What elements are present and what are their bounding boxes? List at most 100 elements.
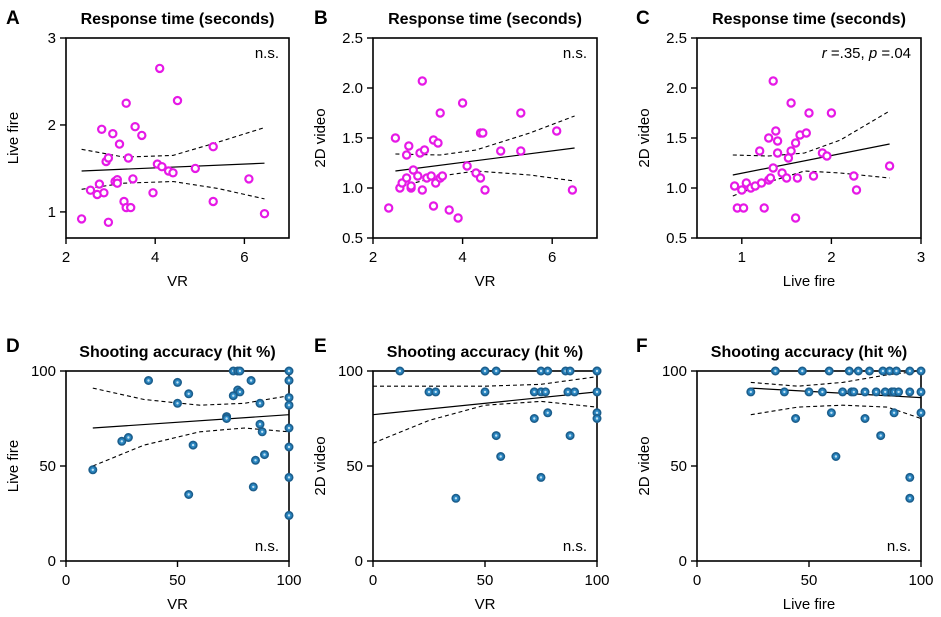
data-point — [462, 161, 472, 171]
x-tick-label: 0 — [62, 572, 70, 589]
x-tick-label: 2 — [369, 249, 377, 266]
data-point — [737, 185, 747, 195]
panel-letter: C — [636, 8, 650, 29]
x-tick-label: 1 — [738, 249, 746, 266]
data-point-highlight — [794, 417, 797, 420]
x-tick-label: 2 — [62, 249, 70, 266]
data-point — [444, 205, 454, 215]
data-point-highlight — [544, 390, 547, 394]
data-point-highlight — [879, 434, 882, 437]
data-point — [801, 128, 812, 138]
data-point-highlight — [176, 402, 179, 405]
data-point-highlight — [120, 440, 124, 443]
data-point-highlight — [261, 430, 264, 433]
significance-annotation: n.s. — [563, 45, 587, 62]
data-point — [413, 171, 423, 181]
x-axis-label: VR — [475, 596, 496, 613]
plot-frame — [65, 37, 290, 239]
x-axis-label: VR — [167, 273, 188, 290]
data-point — [755, 146, 765, 156]
data-point — [759, 203, 769, 213]
data-point — [428, 201, 439, 211]
data-point-highlight — [919, 411, 923, 414]
panel-e: E Shooting accuracy (hit %) 0 50 100 0 50 100 VR… — [312, 336, 610, 613]
data-point-highlight — [919, 390, 923, 394]
y-tick-label: 1.0 — [342, 180, 363, 197]
data-point — [99, 188, 109, 198]
y-tick-label: 0.5 — [342, 230, 363, 247]
data-point — [822, 151, 832, 161]
data-point — [96, 124, 107, 135]
panel-d: D Shooting accuracy (hit %) 0 50 100 0 50 100 VR… — [5, 336, 302, 613]
x-tick-label: 4 — [458, 249, 466, 266]
data-point-highlight — [852, 390, 855, 394]
data-point-highlight — [807, 390, 811, 394]
data-point — [208, 141, 218, 152]
data-point — [790, 138, 801, 148]
panel-letter: E — [314, 336, 327, 357]
chart-title: Response time (seconds) — [388, 11, 582, 28]
significance-annotation: n.s. — [255, 538, 279, 555]
x-axis-label: VR — [475, 273, 496, 290]
data-point-highlight — [783, 390, 786, 394]
data-point-highlight — [848, 369, 851, 373]
ci-lower-line — [372, 400, 598, 444]
regression-line — [81, 162, 265, 172]
data-point — [112, 178, 123, 188]
data-point-highlight — [187, 392, 190, 395]
panel-f: F Shooting accuracy (hit %) 0 50 100 0 50 100 Li… — [636, 336, 934, 613]
x-tick-label: 2 — [827, 249, 835, 266]
data-point-highlight — [287, 514, 291, 517]
y-tick-label: 50 — [39, 458, 56, 475]
y-tick-label: 1.5 — [666, 130, 687, 147]
data-point — [437, 171, 448, 181]
x-tick-label: 50 — [477, 572, 494, 589]
data-point — [103, 217, 114, 227]
data-point — [516, 108, 526, 118]
data-point — [457, 98, 468, 108]
data-point — [765, 173, 776, 183]
x-axis-label: Live fire — [783, 273, 836, 290]
data-point-highlight — [573, 390, 576, 394]
y-tick-label: 3 — [48, 30, 56, 47]
data-point-highlight — [539, 476, 543, 479]
plot-frame — [696, 370, 922, 562]
y-tick-label: 100 — [31, 363, 56, 380]
data-point — [516, 146, 526, 156]
data-point-highlight — [546, 411, 549, 414]
chart-title: Shooting accuracy (hit %) — [79, 344, 275, 361]
panel-c: C Response time (seconds) 0.5 1.0 1.5 2.0 2.5 1… — [636, 8, 925, 290]
data-point — [123, 153, 134, 163]
data-point-highlight — [187, 493, 190, 496]
data-point-highlight — [427, 390, 431, 394]
data-point-highlight — [546, 369, 549, 373]
data-point-highlight — [258, 402, 262, 405]
data-point — [567, 185, 578, 195]
y-tick-label: 1.5 — [342, 130, 363, 147]
data-point — [408, 165, 418, 175]
ci-lower-line — [750, 404, 922, 420]
x-tick-label: 0 — [369, 572, 377, 589]
data-point — [390, 133, 401, 143]
chart-title: Shooting accuracy (hit %) — [387, 344, 583, 361]
y-tick-label: 2.0 — [666, 80, 687, 97]
data-point — [480, 185, 490, 195]
data-point-highlight — [238, 390, 242, 394]
data-point-highlight — [892, 411, 896, 414]
data-point-highlight — [287, 476, 291, 479]
data-point-highlight — [191, 443, 195, 447]
data-point-highlight — [895, 369, 898, 373]
data-point-highlight — [225, 417, 228, 420]
data-point-highlight — [595, 411, 599, 414]
data-point — [771, 126, 781, 136]
data-point — [168, 168, 178, 178]
data-point — [125, 202, 136, 213]
data-point — [808, 171, 819, 181]
data-point-highlight — [91, 468, 95, 471]
x-tick-label: 50 — [801, 572, 818, 589]
y-tick-label: 2.5 — [342, 30, 363, 47]
data-point — [259, 208, 270, 219]
data-point — [475, 173, 486, 183]
y-axis-label: Live fire — [5, 440, 22, 493]
data-point — [792, 173, 803, 183]
